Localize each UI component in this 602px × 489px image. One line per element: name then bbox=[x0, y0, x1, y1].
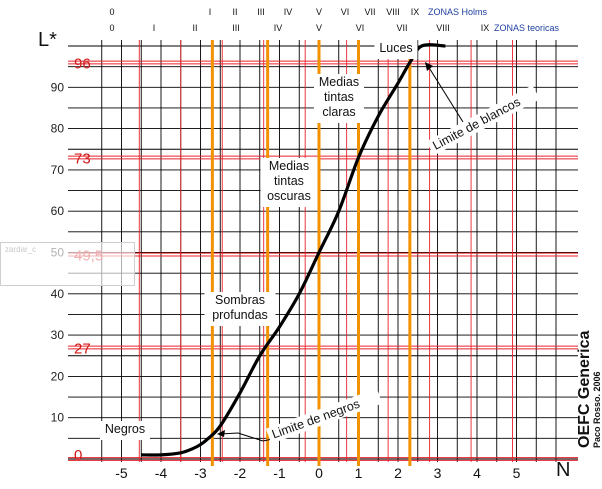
x-tick-label: -4 bbox=[155, 465, 168, 481]
x-tick-label: 0 bbox=[315, 465, 323, 481]
limite-negros-arrow bbox=[237, 432, 264, 442]
y-tick-label: 70 bbox=[51, 163, 65, 177]
curve-line bbox=[141, 43, 446, 457]
limite-blancos-group: Limite de blancos bbox=[426, 85, 540, 156]
limite-blancos-arrowhead bbox=[425, 62, 433, 71]
zone-teorica-label: III bbox=[232, 23, 240, 33]
zone-teoricas-title: ZONAS teoricas bbox=[494, 23, 560, 33]
annotation-medias-claras: claras bbox=[322, 105, 355, 119]
zone-teorica-label: VII bbox=[396, 23, 407, 33]
zone-holms-label: VI bbox=[341, 7, 350, 17]
red-level-label: 96 bbox=[74, 56, 91, 73]
limite-negros-bg bbox=[265, 388, 383, 444]
y-tick-label: 40 bbox=[51, 287, 65, 301]
y-tick-label: 80 bbox=[51, 122, 65, 136]
credit-author-text: Paco Rosso. 2006 bbox=[592, 371, 602, 448]
zone-holms-label: IV bbox=[284, 7, 293, 17]
y-tick-label: 10 bbox=[51, 411, 65, 425]
credit-title: OEFC Generica bbox=[576, 331, 593, 448]
limite-negros-arrowhead bbox=[217, 430, 225, 437]
zone-teorica-label: I bbox=[153, 23, 156, 33]
zone-holms-label: I bbox=[209, 7, 212, 17]
curve bbox=[141, 43, 446, 457]
zone-teorica-label: IX bbox=[481, 23, 490, 33]
zone-teorica-label: VIII bbox=[436, 23, 450, 33]
y-tick-label: 60 bbox=[51, 204, 65, 218]
x-tick-label: -3 bbox=[194, 465, 207, 481]
annotation-sombras: profundas bbox=[212, 308, 268, 322]
annotation-medias-claras: Medias bbox=[319, 75, 359, 89]
annotation-medias-claras-bg bbox=[314, 74, 364, 123]
annotation-medias-claras: tintas bbox=[324, 90, 354, 104]
limite-blancos-bg bbox=[426, 85, 540, 156]
red-level-label: 0 bbox=[74, 447, 82, 464]
red-level-label: 27 bbox=[74, 340, 91, 357]
zone-teorica-label: V bbox=[316, 23, 322, 33]
x-tick-label: 2 bbox=[394, 465, 402, 481]
y-tick-label: 90 bbox=[51, 80, 65, 94]
faded-overlay-text: zardar_c bbox=[5, 245, 37, 254]
x-axis-title: N bbox=[556, 459, 570, 481]
x-tick-label: -5 bbox=[115, 465, 128, 481]
zone-holms-title: ZONAS Holms bbox=[428, 7, 488, 17]
zone-holms-label: VII bbox=[364, 7, 375, 17]
zone-holms-label: VIII bbox=[386, 7, 400, 17]
zone-holms-label: II bbox=[232, 7, 237, 17]
annotation-luces: Luces bbox=[379, 41, 412, 55]
zone-holms-label: III bbox=[257, 7, 265, 17]
annotation-medias-oscuras: oscuras bbox=[267, 189, 311, 203]
zone-teorica-label: 0 bbox=[109, 23, 114, 33]
zone-teorica-label: VI bbox=[356, 23, 365, 33]
zone-holms-label: IX bbox=[411, 7, 420, 17]
limite-blancos-arrow bbox=[427, 65, 464, 123]
annotation-medias-oscuras-bg bbox=[260, 158, 318, 207]
zone-holms-label: 0 bbox=[109, 7, 114, 17]
annotation-negros: Negros bbox=[105, 422, 145, 436]
credit: OEFC Generica bbox=[576, 331, 593, 448]
zone-teorica-label: IV bbox=[274, 23, 283, 33]
zone-teorica-label: II bbox=[192, 23, 197, 33]
x-tick-label: -1 bbox=[273, 465, 286, 481]
annotation-medias-oscuras: tintas bbox=[274, 174, 304, 188]
x-tick-label: 3 bbox=[434, 465, 442, 481]
annotation-luces-bg bbox=[374, 40, 418, 59]
x-tick-label: 1 bbox=[355, 465, 363, 481]
annotation-medias-oscuras: Medias bbox=[269, 159, 309, 173]
annotation-negros-bg bbox=[100, 421, 150, 440]
y-tick-label: 30 bbox=[51, 328, 65, 342]
annotation-limite-negros: Limite de negros bbox=[270, 397, 362, 442]
x-tick-label: 5 bbox=[513, 465, 521, 481]
annotation-sombras: Sombras bbox=[215, 293, 265, 307]
y-tick-label: 20 bbox=[51, 369, 65, 383]
annotation-sombras-bg bbox=[204, 292, 276, 326]
x-tick-label: 4 bbox=[473, 465, 481, 481]
red-level-label: 73 bbox=[74, 151, 91, 168]
faded-overlay-box: zardar_c bbox=[0, 242, 135, 286]
credit-author: Paco Rosso. 2006 bbox=[592, 371, 602, 448]
zone-holms-label: V bbox=[316, 7, 322, 17]
y-axis-title: L* bbox=[38, 29, 57, 51]
x-tick-label: -2 bbox=[234, 465, 247, 481]
